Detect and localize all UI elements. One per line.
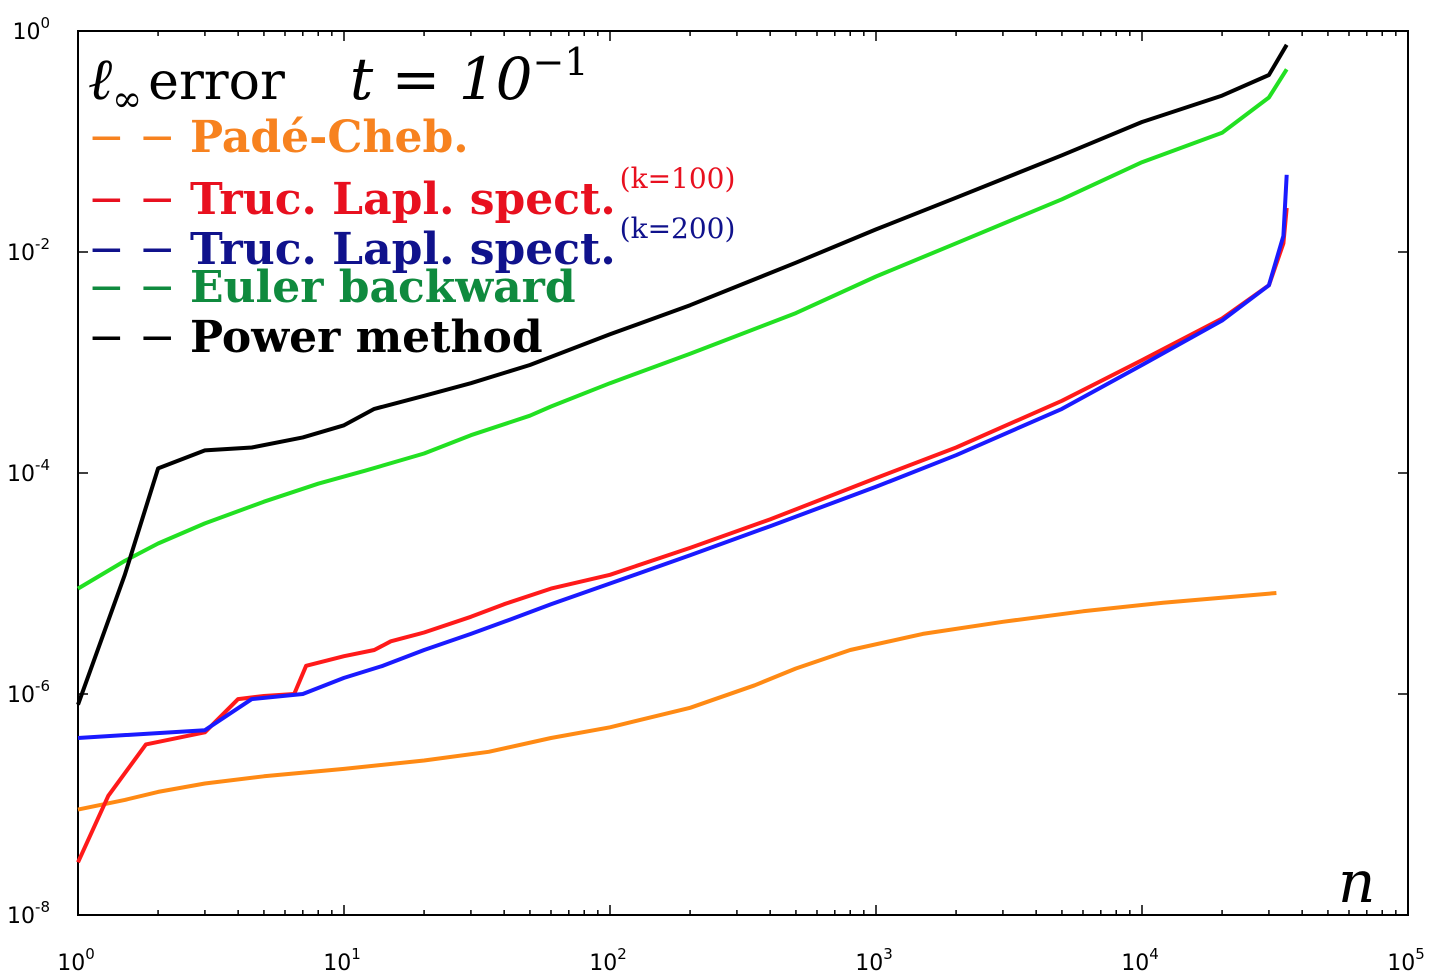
y-tick-label: 10-6: [7, 677, 50, 708]
x-tick-label: 100: [57, 945, 95, 976]
legend-title-t: t = 10: [349, 45, 533, 113]
legend-label: Padé-Cheb.: [190, 112, 469, 163]
legend-title-t-exponent: −1: [532, 40, 589, 84]
x-tick-label: 101: [323, 945, 361, 976]
legend-title: ℓ∞ error t = 10−1: [88, 40, 589, 120]
legend-item: − − Truc. Lapl. spect. (k=200): [88, 212, 736, 275]
x-tick-label: 103: [855, 945, 893, 976]
legend-superscript: (k=100): [619, 162, 736, 195]
x-tick-label: 104: [1121, 945, 1159, 976]
legend: ℓ∞ error t = 10−1 − − Padé-Cheb. − − Truc. L…: [88, 40, 888, 363]
legend-label: Truc. Lapl. spect.: [190, 224, 616, 275]
legend-title-word: error: [148, 52, 285, 112]
legend-label: Power method: [190, 312, 543, 363]
x-axis-variable-label: n: [1338, 848, 1376, 916]
y-tick-label: 100: [12, 14, 50, 45]
y-tick-label: 10-8: [7, 898, 50, 929]
legend-dash: − −: [88, 262, 176, 313]
legend-title-symbol: ℓ: [88, 45, 113, 113]
y-tick-label: 10-4: [7, 456, 50, 487]
series-line-3: [77, 174, 1289, 740]
legend-superscript: (k=200): [619, 212, 736, 245]
series-line-2: [76, 207, 1289, 864]
legend-item: − − Power method: [88, 312, 543, 363]
legend-dash: − −: [88, 224, 176, 275]
legend-dash: − −: [88, 174, 176, 225]
axis-ticks: [77, 30, 1409, 916]
series-line-4: [76, 68, 1289, 591]
series-line-1: [77, 591, 1277, 812]
legend-dash: − −: [88, 112, 176, 163]
series-layer: [76, 43, 1289, 864]
legend-label: Truc. Lapl. spect.: [190, 174, 616, 225]
series-line-5: [76, 43, 1289, 706]
legend-item: − − Truc. Lapl. spect. (k=100): [88, 162, 736, 225]
tick-labels: 100 101 102 103 104 105 10-8 10-6 10-4 10-2 100: [7, 14, 1425, 976]
legend-dash: − −: [88, 312, 176, 363]
plot-frame: [77, 30, 1409, 916]
legend-label: Euler backward: [190, 262, 576, 313]
legend-item: − − Padé-Cheb.: [88, 112, 469, 163]
legend-title-subscript: ∞: [112, 79, 143, 120]
y-tick-label: 10-2: [7, 235, 50, 266]
legend-title-time: t = 10−1: [349, 40, 589, 113]
legend-item: − − Euler backward: [88, 262, 576, 313]
x-tick-label: 102: [589, 945, 627, 976]
x-tick-label: 105: [1387, 945, 1425, 976]
